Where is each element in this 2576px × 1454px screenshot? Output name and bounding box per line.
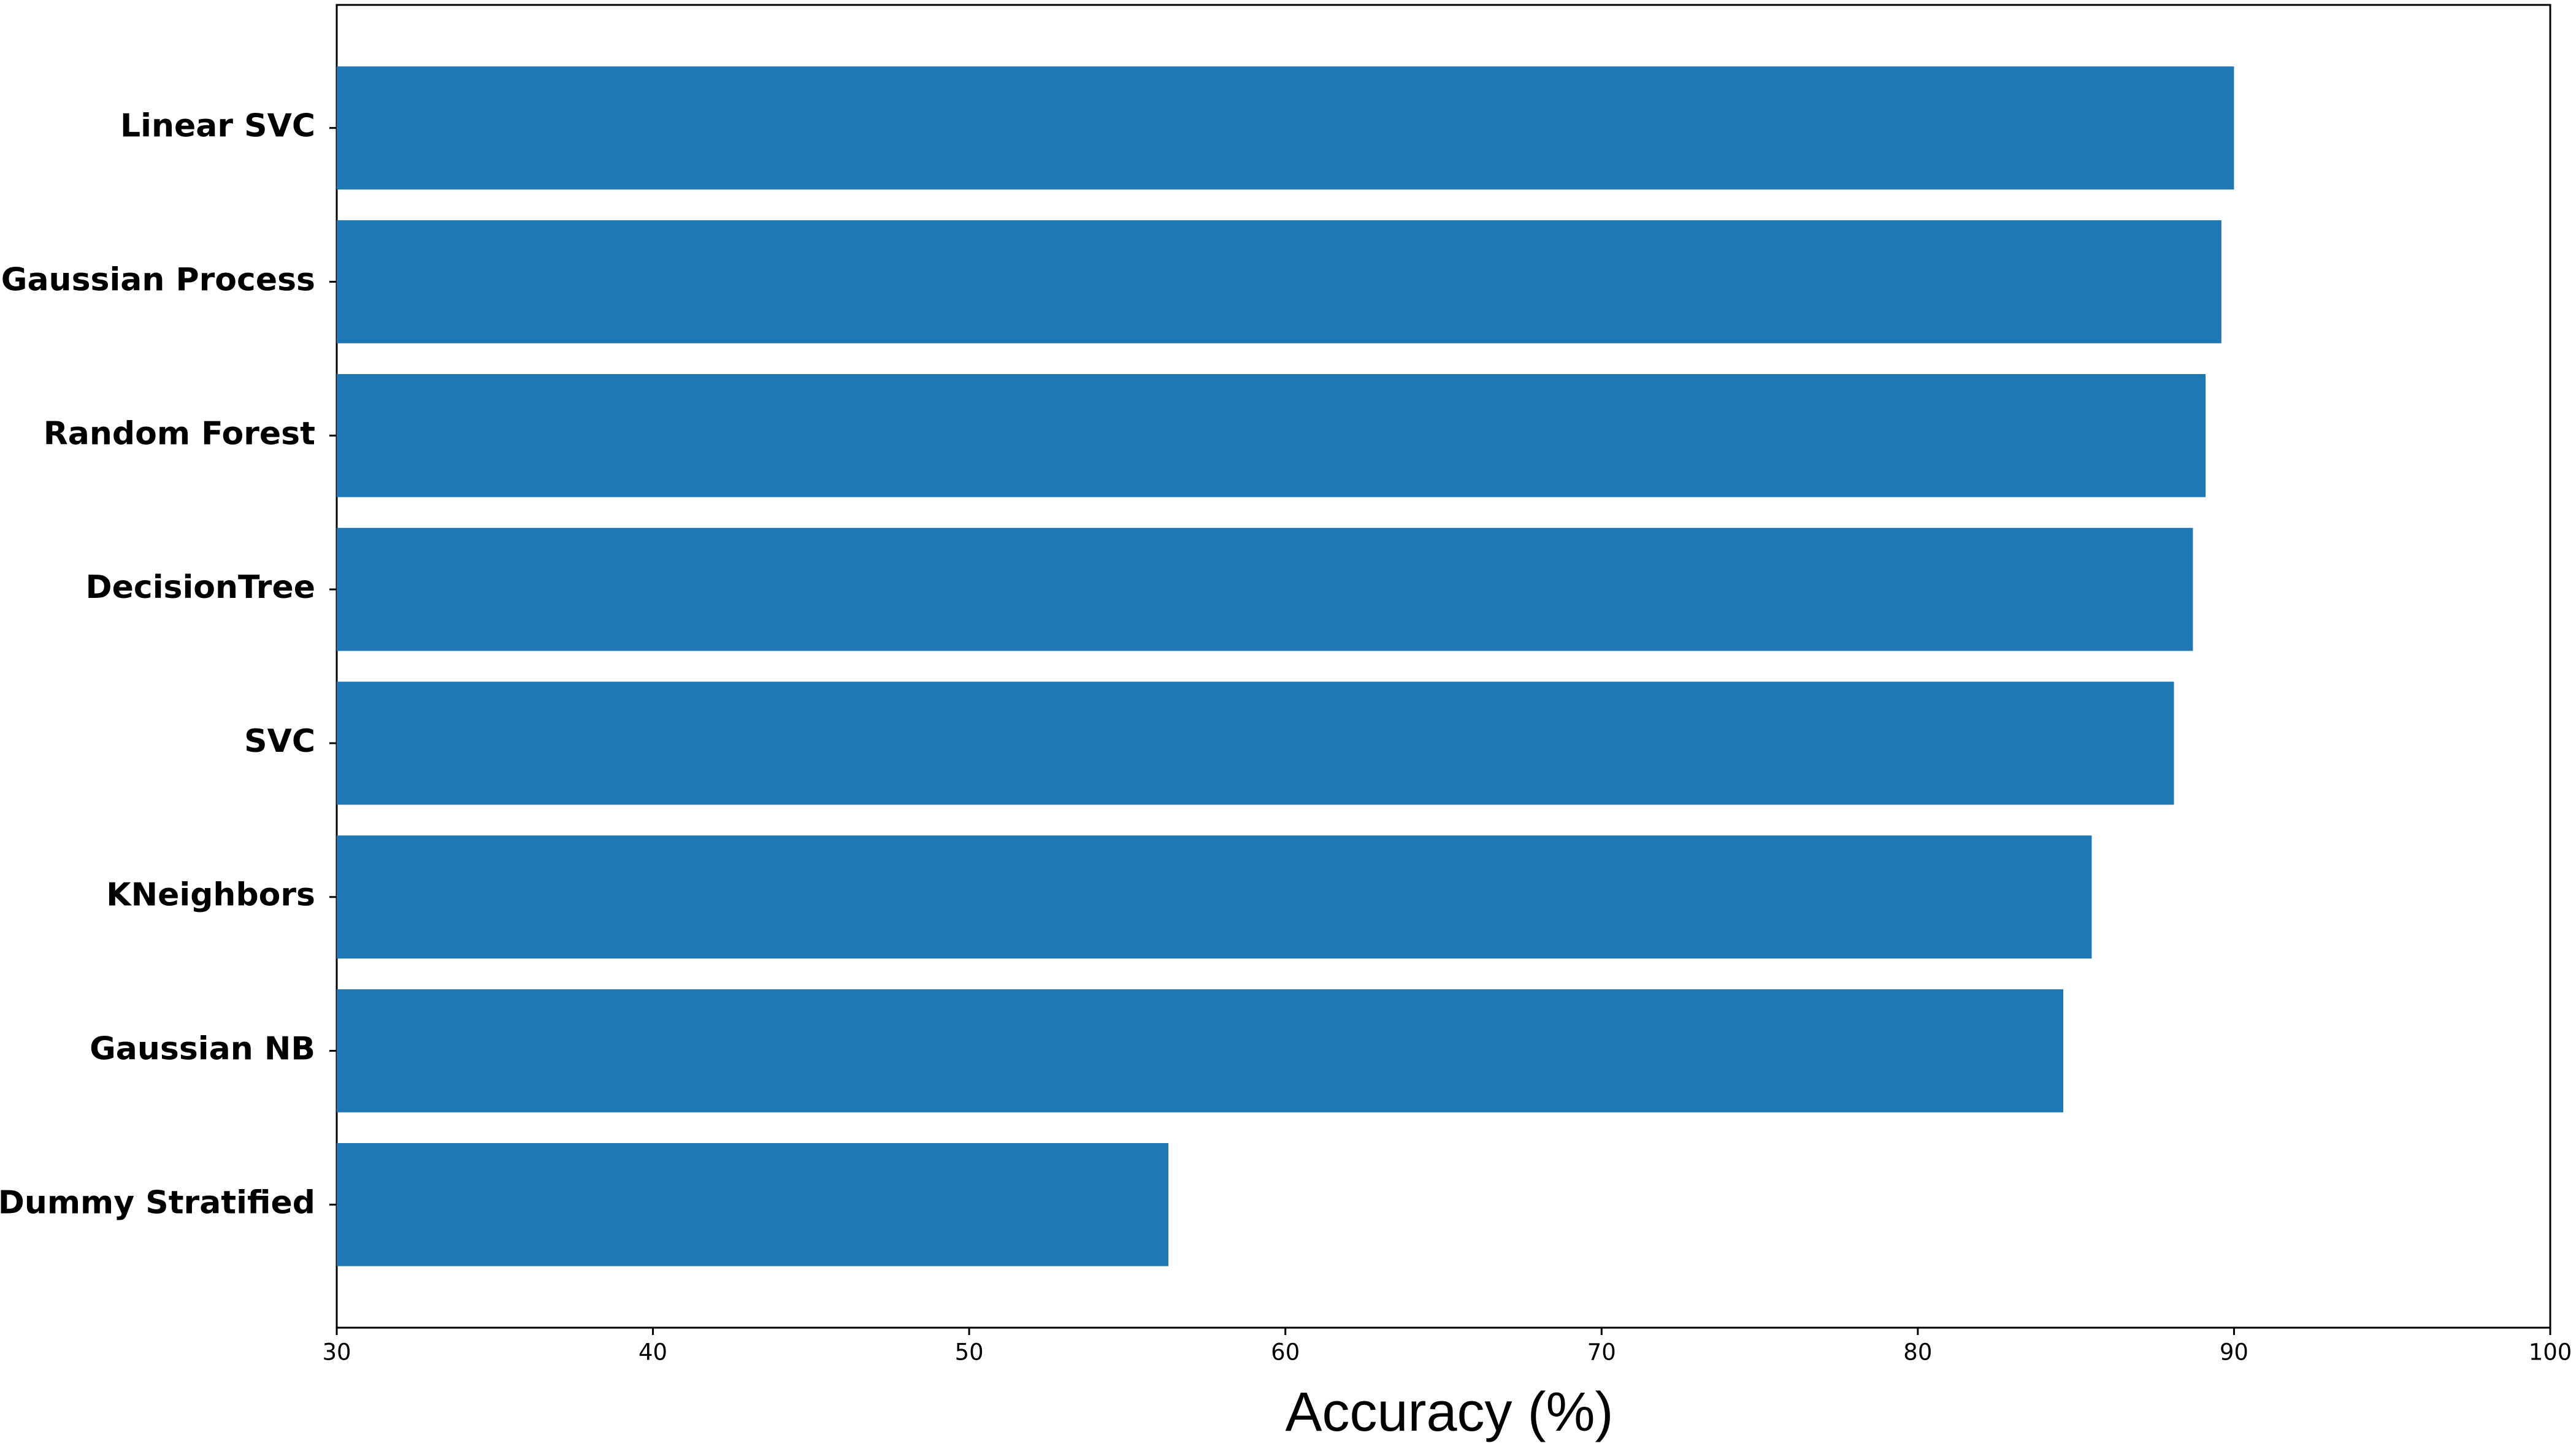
x-tick-label: 30 bbox=[322, 1339, 351, 1366]
bar bbox=[337, 989, 2064, 1112]
y-tick-label: Linear SVC bbox=[120, 108, 315, 145]
y-tick-label: DecisionTree bbox=[85, 569, 315, 606]
x-tick-label: 50 bbox=[955, 1339, 984, 1366]
bar bbox=[337, 527, 2193, 651]
y-tick-label: Gaussian NB bbox=[90, 1031, 315, 1068]
x-tick-label: 100 bbox=[2529, 1339, 2572, 1366]
x-tick-label: 70 bbox=[1587, 1339, 1616, 1366]
bar bbox=[337, 1143, 1168, 1266]
y-tick-label: SVC bbox=[244, 723, 315, 760]
x-axis-label: Accuracy (%) bbox=[1285, 1382, 1613, 1443]
x-tick-label: 90 bbox=[2220, 1339, 2248, 1366]
y-tick-label: Gaussian Process bbox=[1, 261, 315, 298]
bar bbox=[337, 835, 2092, 959]
x-tick-label: 40 bbox=[638, 1339, 667, 1366]
bar bbox=[337, 373, 2206, 497]
bar bbox=[337, 220, 2221, 343]
y-tick-label: KNeighbors bbox=[106, 877, 315, 914]
x-tick-label: 80 bbox=[1903, 1339, 1932, 1366]
bar bbox=[337, 66, 2234, 189]
x-tick-label: 60 bbox=[1271, 1339, 1300, 1366]
y-tick-label: Dummy Stratified bbox=[0, 1184, 315, 1221]
bar bbox=[337, 681, 2174, 805]
y-tick-label: Random Forest bbox=[44, 415, 315, 452]
plot-frame bbox=[335, 4, 2551, 1329]
